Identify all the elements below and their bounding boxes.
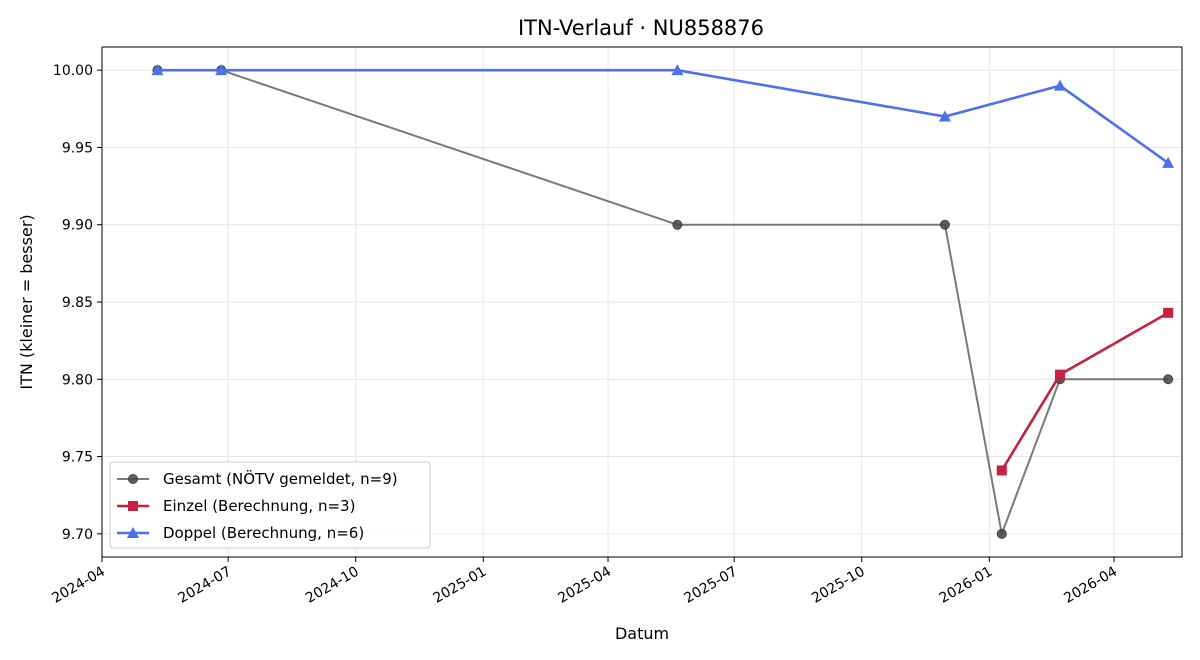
- data-point: [996, 528, 1007, 539]
- data-point: [151, 64, 164, 76]
- x-tick-label: 2025-07: [682, 564, 741, 607]
- x-tick-label: 2026-01: [937, 564, 996, 607]
- x-tick-label: 2025-04: [555, 564, 614, 607]
- series-triangle: [151, 64, 1175, 168]
- data-point: [672, 219, 683, 230]
- data-point: [996, 465, 1007, 476]
- y-axis: 9.70 9.75 9.80 9.85 9.90 9.95 10.00: [53, 63, 102, 543]
- legend-marker: [127, 527, 139, 538]
- x-tick-label: 2025-10: [809, 564, 868, 607]
- x-tick-label: 2024-10: [303, 564, 362, 607]
- legend-marker: [128, 501, 138, 511]
- y-tick-label: 10.00: [53, 63, 93, 79]
- data-point: [938, 110, 951, 122]
- series-square: [996, 307, 1174, 476]
- legend-label: Einzel (Berechnung, n=3): [163, 497, 355, 515]
- data-point: [1163, 374, 1174, 385]
- y-axis-title: ITN (kleiner = besser): [17, 214, 36, 389]
- y-tick-label: 9.80: [62, 372, 93, 388]
- legend: Gesamt (NÖTV gemeldet, n=9) Einzel (Berec…: [109, 461, 431, 549]
- chart-title: ITN-Verlauf · NU858876: [518, 16, 764, 40]
- data-point: [1163, 307, 1174, 318]
- legend-label: Gesamt (NÖTV gemeldet, n=9): [163, 469, 398, 488]
- data-point: [1162, 156, 1175, 168]
- series-line: [1000, 311, 1169, 472]
- y-tick-label: 9.85: [62, 295, 93, 311]
- data-point: [1054, 369, 1065, 380]
- data-point: [939, 219, 950, 230]
- legend-label: Doppel (Berechnung, n=6): [163, 524, 364, 542]
- y-tick-label: 9.70: [62, 527, 93, 543]
- series-line: [157, 68, 1169, 164]
- legend-marker: [128, 474, 138, 484]
- y-tick-label: 9.90: [62, 218, 93, 234]
- series-layer: [151, 64, 1175, 539]
- x-tick-label: 2024-04: [49, 564, 108, 607]
- x-tick-label: 2024-07: [175, 564, 234, 607]
- y-tick-label: 9.75: [62, 450, 93, 466]
- y-tick-label: 9.95: [62, 140, 93, 156]
- data-point: [671, 64, 684, 76]
- x-tick-label: 2025-01: [431, 564, 490, 607]
- x-tick-label: 2026-04: [1061, 564, 1120, 607]
- data-point: [1053, 79, 1066, 91]
- x-axis: 2024-04 2024-07 2024-10 2025-01 2025-04 2025-…: [49, 557, 1120, 607]
- data-point: [215, 64, 228, 76]
- legend-box: [109, 461, 431, 549]
- x-axis-title: Datum: [615, 624, 669, 643]
